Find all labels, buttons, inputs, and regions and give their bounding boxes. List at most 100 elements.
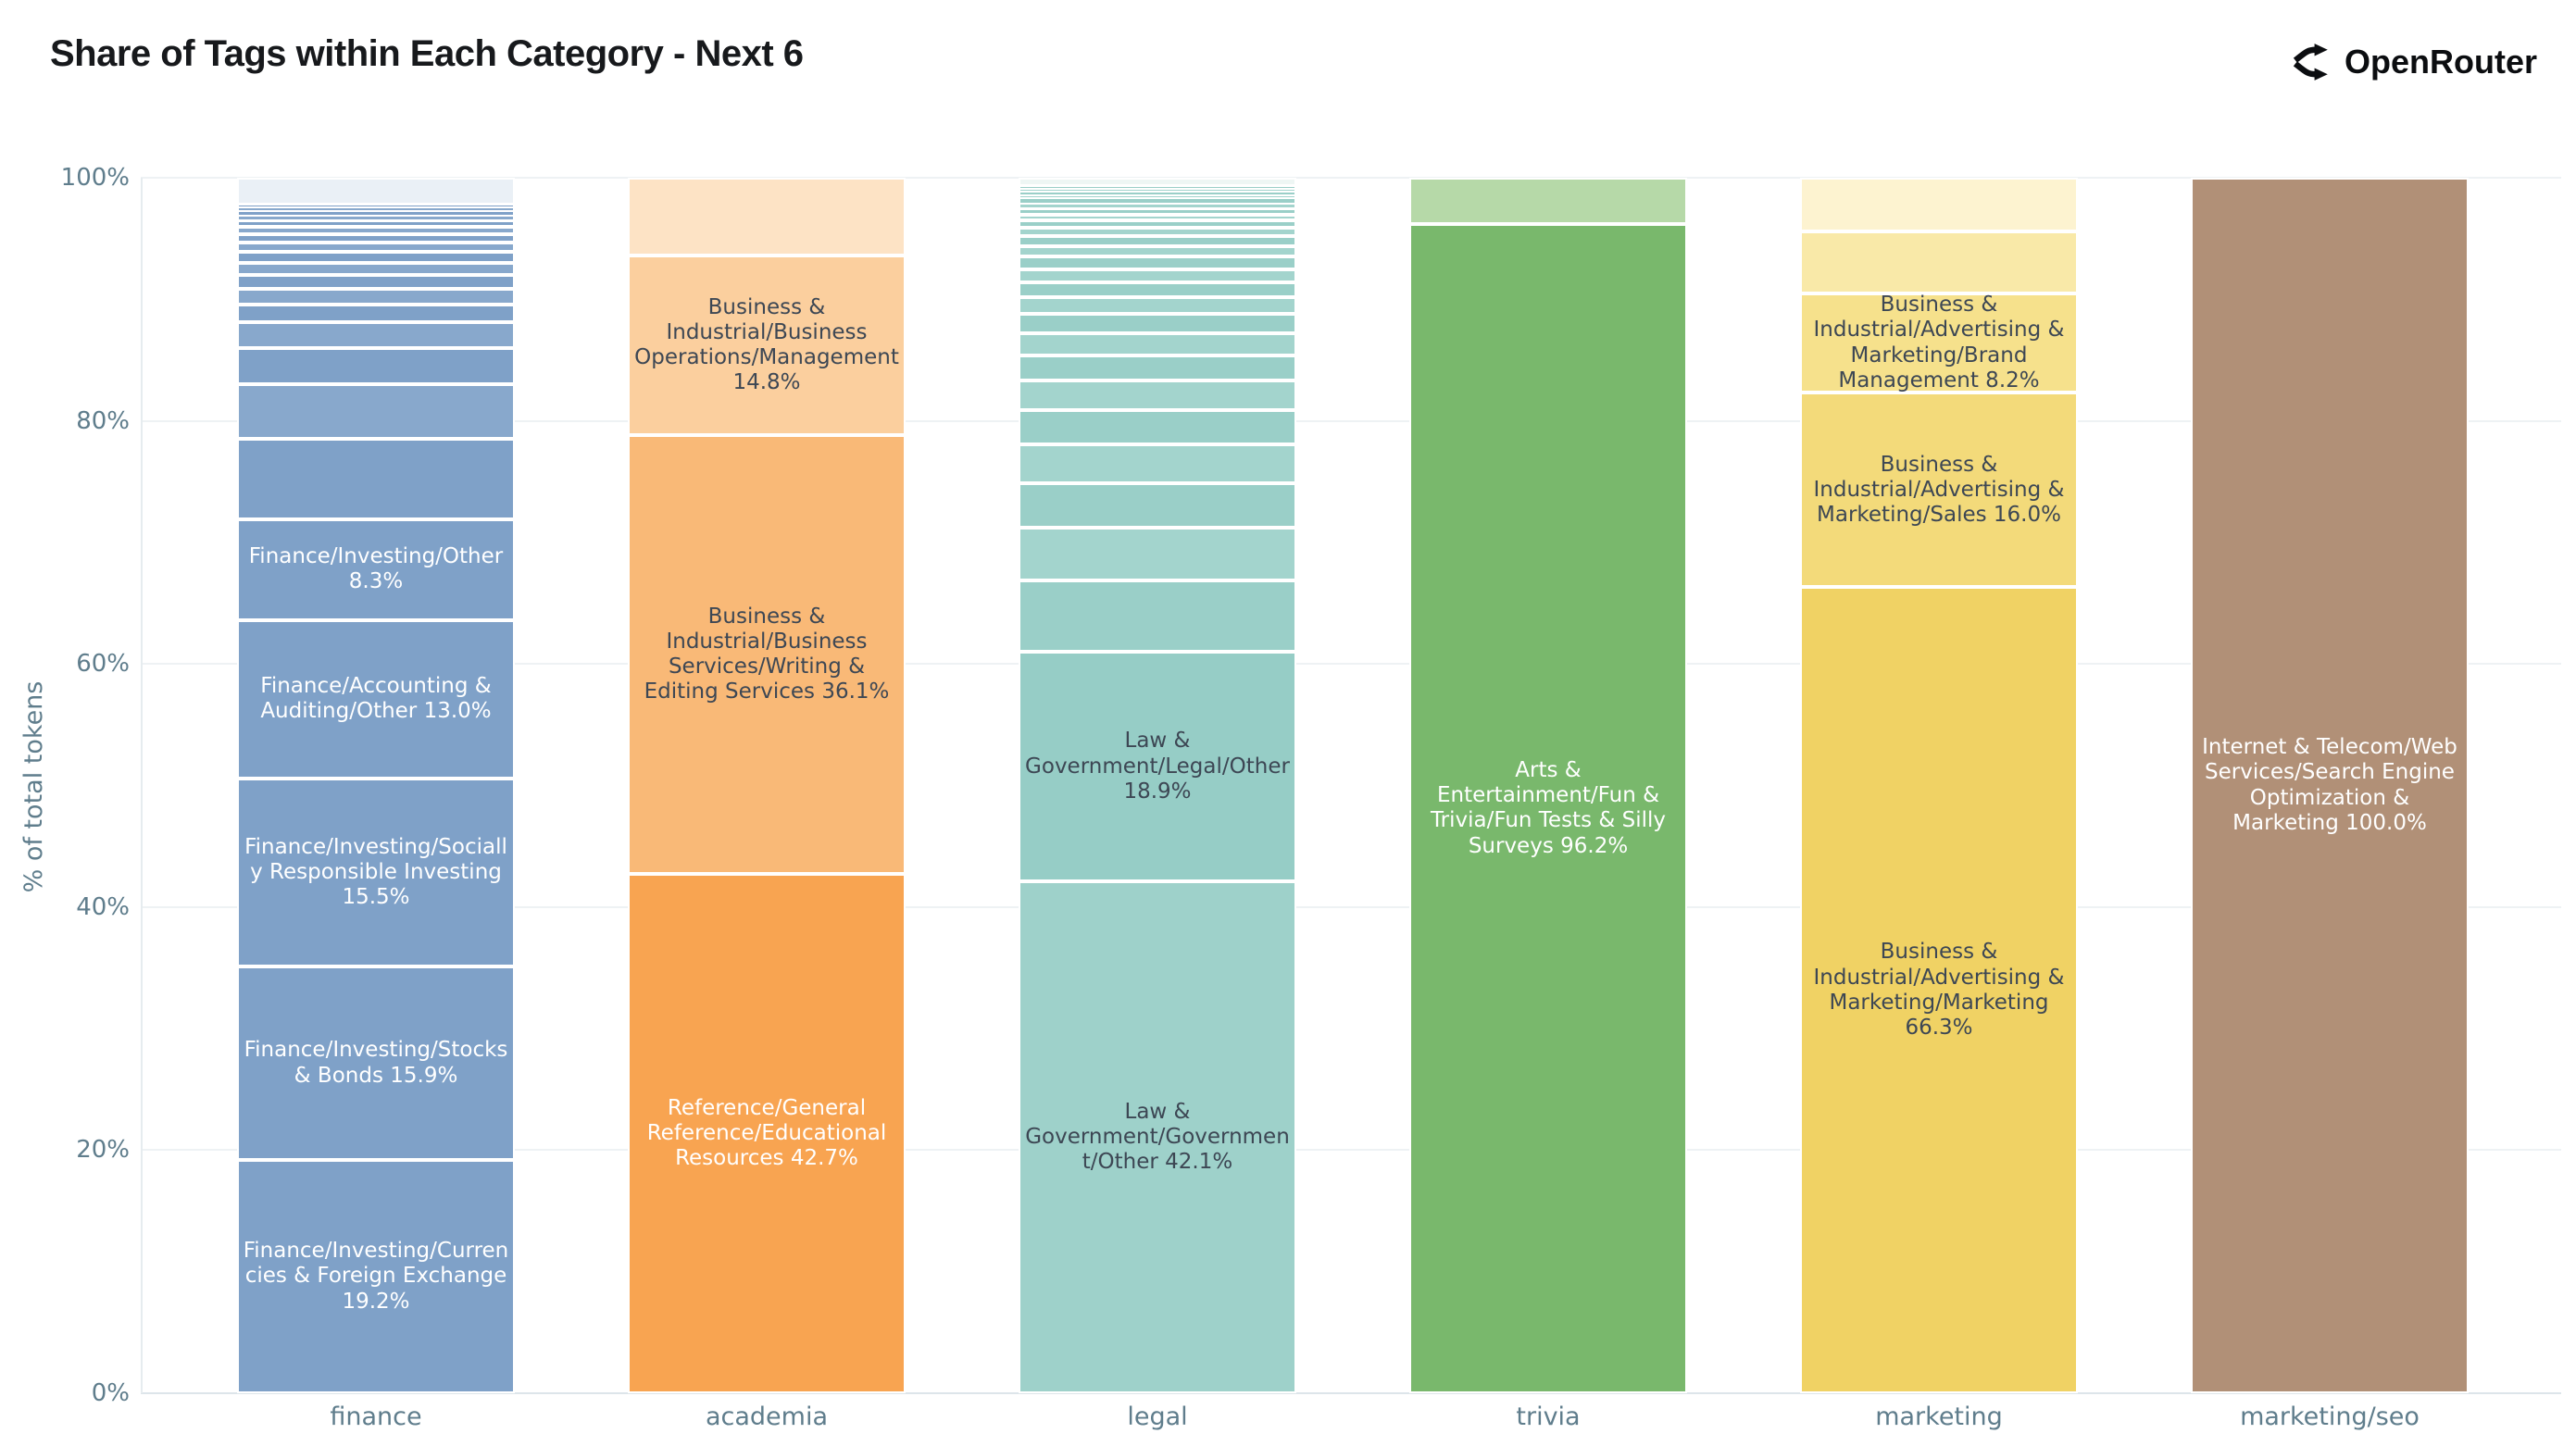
gridline-20	[141, 1149, 2561, 1152]
segment-label: Arts & Entertainment/Fun & Trivia/Fun Te…	[1430, 758, 1666, 858]
gridline-100	[141, 177, 2561, 179]
bar-segment[interactable]: Business & Industrial/Business Services/…	[628, 435, 906, 875]
bar-segment[interactable]	[237, 207, 515, 212]
bar-segment[interactable]: Finance/Accounting & Auditing/Other 13.0…	[237, 619, 515, 779]
bar-segment[interactable]	[1800, 178, 2078, 231]
bar-segment[interactable]	[1019, 207, 1296, 215]
bar-segment[interactable]	[1019, 380, 1296, 410]
segment-label: Internet & Telecom/Web Services/Search E…	[2202, 735, 2457, 835]
segment-label: Business & Industrial/Advertising & Mark…	[1813, 940, 2065, 1040]
bar-segment[interactable]	[1019, 443, 1296, 483]
bar-trivia: Arts & Entertainment/Fun & Trivia/Fun Te…	[1409, 178, 1687, 1393]
y-axis-tick-layer: 0% 20% 40% 60% 80% 100%	[0, 164, 130, 1407]
bar-segment[interactable]	[237, 226, 515, 234]
bar-segment[interactable]: Finance/Investing/Stocks & Bonds 15.9%	[237, 966, 515, 1160]
bar-segment[interactable]	[1019, 482, 1296, 529]
segment-label: Law & Government/Government/Other 42.1%	[1025, 1099, 1290, 1175]
bar-segment[interactable]	[1019, 245, 1296, 257]
gridline-40	[141, 905, 2561, 908]
segment-label: Business & Industrial/Advertising & Mark…	[1813, 452, 2065, 527]
bar-segment[interactable]	[1019, 220, 1296, 228]
bar-segment[interactable]	[237, 347, 515, 385]
bar-segment[interactable]: Business & Industrial/Advertising & Mark…	[1800, 587, 2078, 1393]
bar-segment[interactable]	[237, 263, 515, 276]
segment-label: Business & Industrial/Business Services/…	[644, 605, 890, 704]
gridline-80	[141, 419, 2561, 422]
bar-segment[interactable]	[237, 233, 515, 243]
gridline-60	[141, 663, 2561, 666]
plot-area: Finance/Investing/Currencies & Foreign E…	[141, 177, 2561, 1394]
bar-segment[interactable]	[237, 288, 515, 305]
bar-segment[interactable]: Arts & Entertainment/Fun & Trivia/Fun Te…	[1409, 223, 1687, 1393]
bar-segment[interactable]	[1019, 198, 1296, 204]
bar-segment[interactable]	[1019, 296, 1296, 315]
bar-segment[interactable]: Finance/Investing/Currencies & Foreign E…	[237, 1159, 515, 1393]
bar-segment[interactable]: Business & Industrial/Advertising & Mark…	[1800, 293, 2078, 393]
x-tick-academia: academia	[705, 1402, 829, 1431]
bar-segment[interactable]	[1019, 314, 1296, 334]
bar-finance: Finance/Investing/Currencies & Foreign E…	[237, 178, 515, 1393]
openrouter-wordmark: OpenRouter	[2344, 43, 2537, 81]
bar-segment[interactable]	[1019, 227, 1296, 237]
bar-segment[interactable]: Business & Industrial/Business Operation…	[628, 256, 906, 436]
bar-segment[interactable]	[1019, 580, 1296, 653]
bar-segment[interactable]	[1409, 178, 1687, 224]
segment-label: Reference/General Reference/Educational …	[646, 1095, 887, 1171]
bar-segment[interactable]	[1019, 528, 1296, 580]
bar-academia: Reference/General Reference/Educational …	[628, 178, 906, 1393]
bar-segment[interactable]: Finance/Investing/Other 8.3%	[237, 518, 515, 620]
bar-segment[interactable]	[1019, 188, 1296, 192]
segment-label: Finance/Investing/Other 8.3%	[248, 544, 504, 594]
segment-label: Law & Government/Legal/Other 18.9%	[1025, 729, 1290, 804]
segment-label: Finance/Investing/Stocks & Bonds 15.9%	[244, 1038, 508, 1088]
bar-segment[interactable]: Internet & Telecom/Web Services/Search E…	[2191, 178, 2469, 1393]
bar-segment[interactable]	[237, 205, 515, 208]
bar-segment[interactable]	[237, 275, 515, 289]
bar-segment[interactable]	[237, 242, 515, 253]
y-tick-80: 80%	[76, 406, 130, 435]
bar-segment[interactable]	[1019, 236, 1296, 246]
bar-segment[interactable]: Law & Government/Legal/Other 18.9%	[1019, 652, 1296, 882]
bar-segment[interactable]	[237, 439, 515, 519]
segment-label: Business & Industrial/Business Operation…	[634, 294, 899, 395]
bar-segment[interactable]: Reference/General Reference/Educational …	[628, 874, 906, 1393]
bar-segment[interactable]: Business & Industrial/Advertising & Mark…	[1800, 393, 2078, 588]
bar-segment[interactable]	[237, 220, 515, 227]
bar-segment[interactable]	[1019, 194, 1296, 199]
bar-segment[interactable]	[1019, 409, 1296, 444]
bar-segment[interactable]: Finance/Investing/Socially Responsible I…	[237, 778, 515, 967]
segment-label: Finance/Accounting & Auditing/Other 13.0…	[260, 674, 492, 724]
y-tick-0: 0%	[91, 1379, 130, 1407]
segment-label: Business & Industrial/Advertising & Mark…	[1813, 293, 2065, 393]
y-tick-20: 20%	[76, 1136, 130, 1165]
bar-segment[interactable]	[1019, 186, 1296, 189]
bar-segment[interactable]	[1019, 333, 1296, 355]
y-axis-line	[141, 178, 143, 1393]
bar-segment[interactable]	[1019, 191, 1296, 195]
bar-segment[interactable]	[1019, 282, 1296, 297]
x-tick-legal: legal	[1127, 1402, 1188, 1431]
bar-segment[interactable]	[237, 322, 515, 348]
bar-segment[interactable]	[237, 211, 515, 216]
bar-segment[interactable]	[1019, 214, 1296, 221]
bar-segment[interactable]	[628, 178, 906, 256]
bar-segment[interactable]	[1019, 355, 1296, 381]
bar-segment[interactable]	[1019, 256, 1296, 269]
segment-label: Finance/Investing/Socially Responsible I…	[244, 834, 507, 909]
bar-segment[interactable]	[237, 304, 515, 323]
bar-segment[interactable]	[1800, 231, 2078, 293]
bar-segment[interactable]	[237, 252, 515, 263]
segment-label: Finance/Investing/Currencies & Foreign E…	[243, 1239, 509, 1314]
bar-segment[interactable]	[237, 178, 515, 205]
chart-title: Share of Tags within Each Category - Nex…	[50, 33, 804, 74]
bar-segment[interactable]	[237, 215, 515, 221]
bar-segment[interactable]	[1019, 178, 1296, 187]
bar-segment[interactable]	[1019, 203, 1296, 208]
y-tick-60: 60%	[76, 650, 130, 679]
x-tick-marketing: marketing	[1875, 1402, 2003, 1431]
bar-segment[interactable]	[1019, 268, 1296, 283]
openrouter-logo[interactable]: OpenRouter	[2289, 41, 2537, 83]
x-tick-trivia: trivia	[1516, 1402, 1581, 1431]
bar-segment[interactable]: Law & Government/Government/Other 42.1%	[1019, 881, 1296, 1393]
bar-segment[interactable]	[237, 384, 515, 440]
